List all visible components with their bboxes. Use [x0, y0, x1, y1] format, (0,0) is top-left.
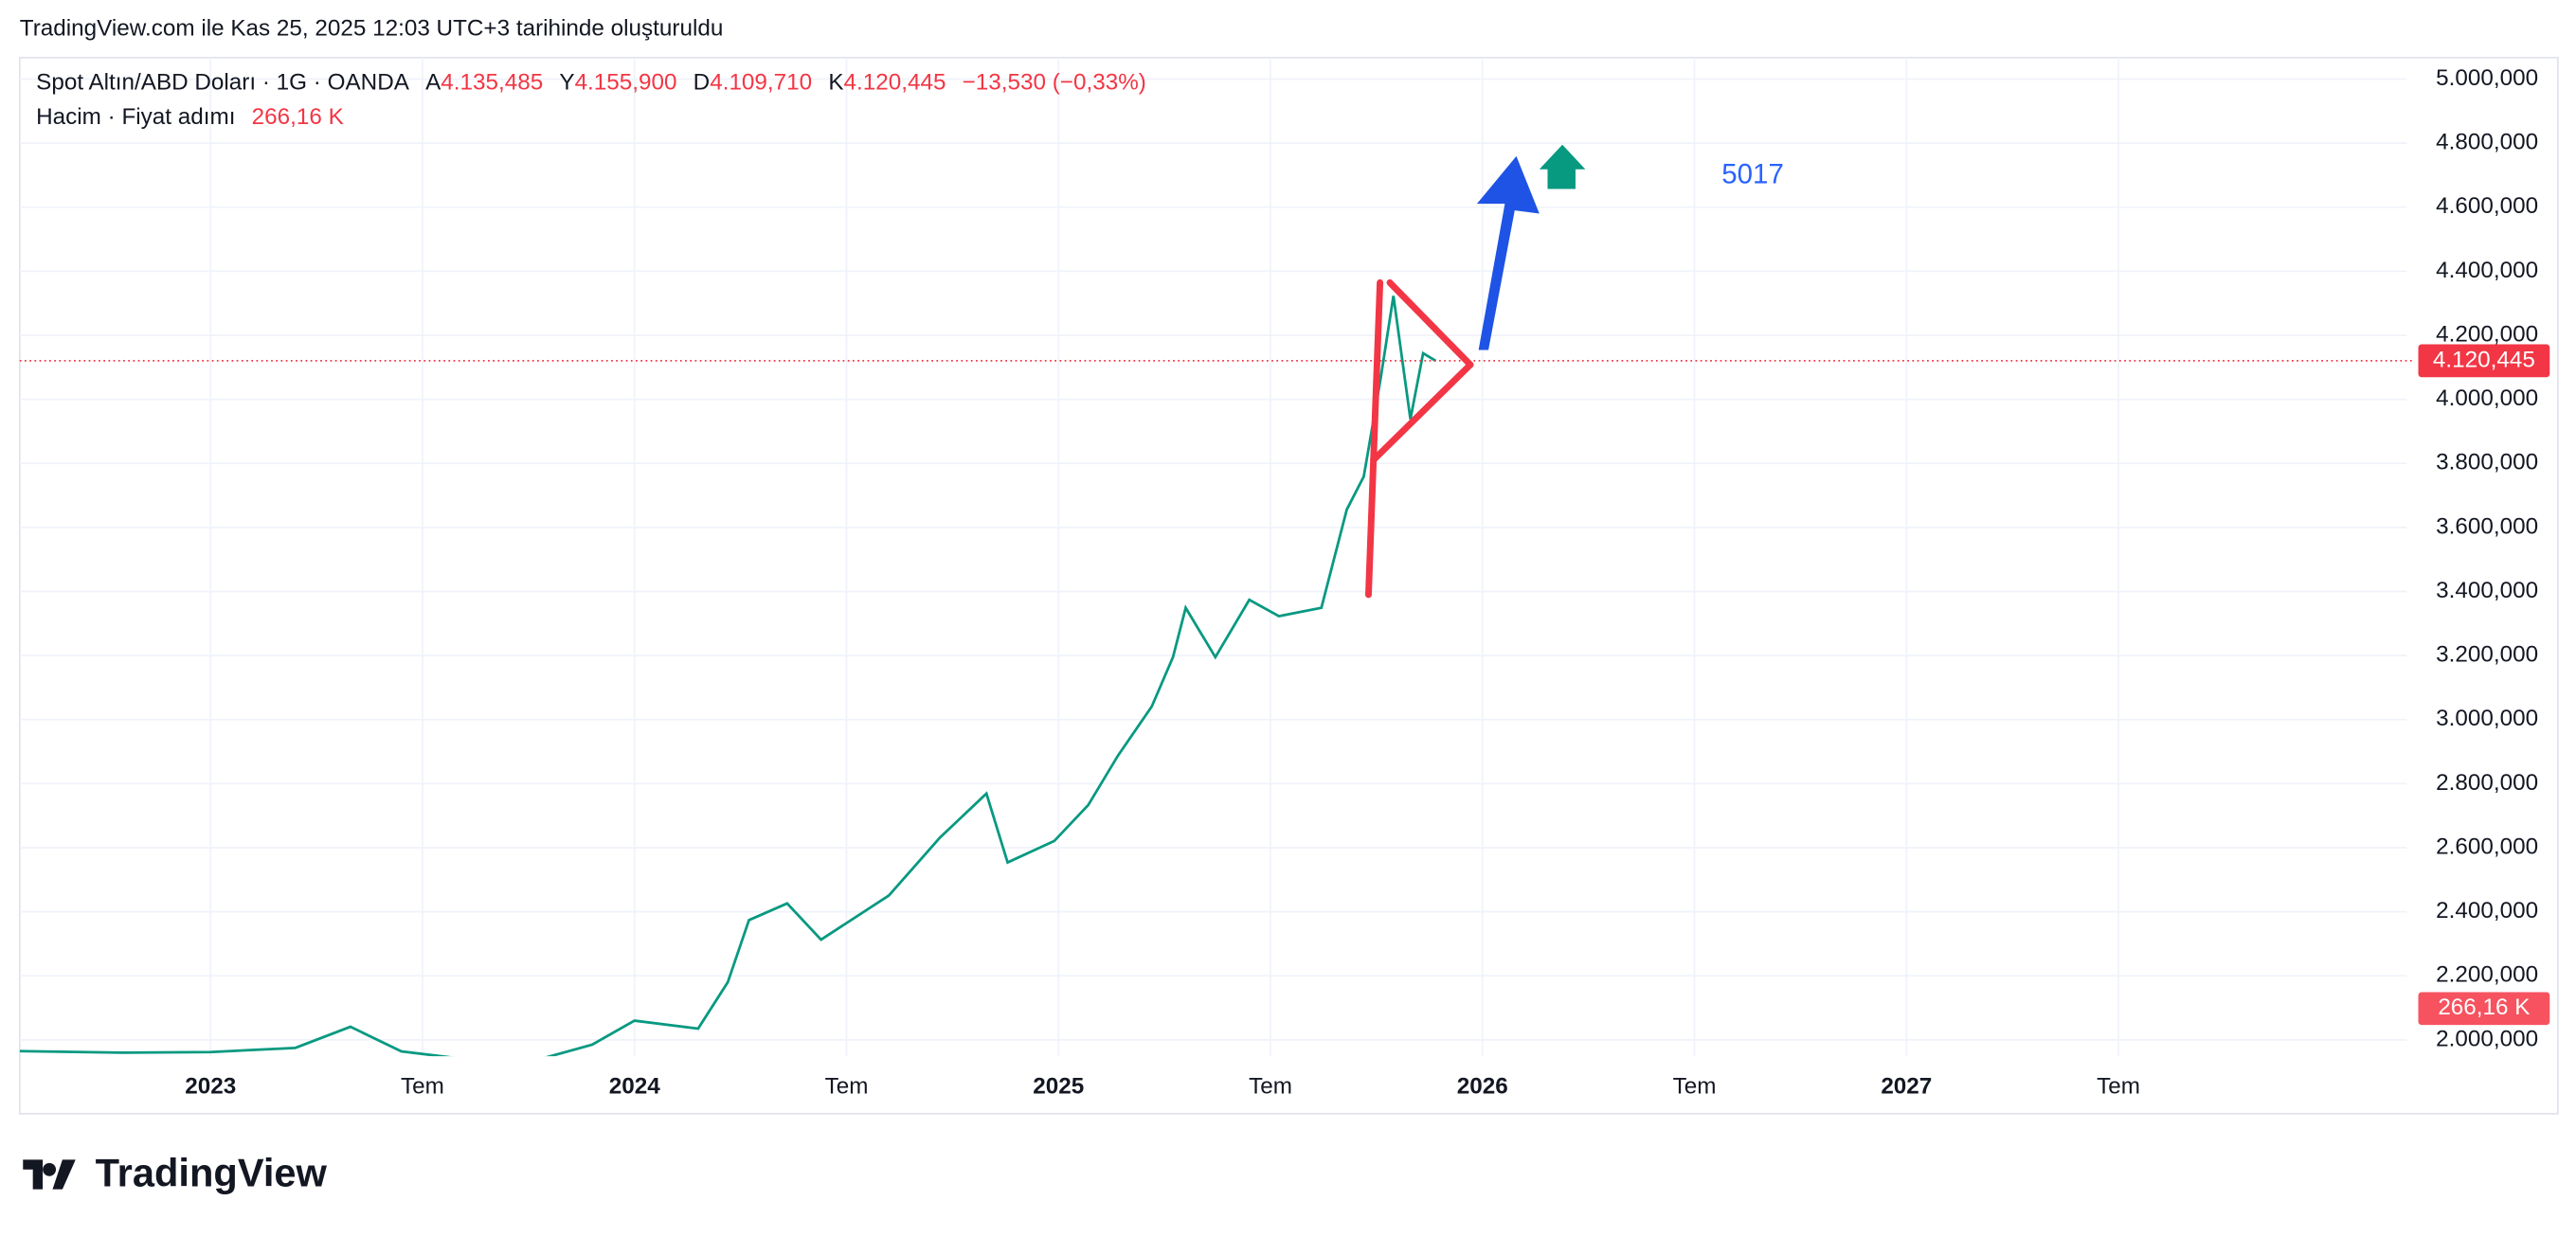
y-tick-label: 4.400,000 — [2436, 258, 2538, 283]
y-tick-label: 3.200,000 — [2436, 642, 2538, 668]
y-tick-label: 2.200,000 — [2436, 962, 2538, 988]
brand-logo: TradingView — [23, 1151, 328, 1195]
x-tick-label: Tem — [2097, 1073, 2140, 1099]
ohlc-value: 4.155,900 — [575, 70, 677, 96]
y-tick-label: 3.800,000 — [2436, 450, 2538, 475]
price-line — [19, 296, 1437, 1057]
y-tick-label: 3.000,000 — [2436, 706, 2538, 731]
annotation: 5017 — [1721, 158, 1784, 189]
y-tick-label: 4.800,000 — [2436, 130, 2538, 155]
x-tick-label: Tem — [1249, 1073, 1292, 1099]
x-tick-label: 2024 — [609, 1073, 660, 1099]
volume-label: 266,16 K — [2438, 995, 2530, 1020]
x-tick-label: Tem — [1673, 1073, 1717, 1099]
y-tick-label: 3.600,000 — [2436, 513, 2538, 539]
grid — [19, 57, 2407, 1057]
caption: TradingView.com ile Kas 25, 2025 12:03 U… — [20, 16, 724, 42]
ohlc-value: 4.109,710 — [710, 70, 812, 96]
ohlc-key: K — [828, 70, 843, 96]
drawing-line — [1386, 278, 1474, 368]
last-price-box — [2418, 344, 2550, 378]
volume-legend: Hacim · Fiyat adımı 266,16 K — [36, 104, 344, 130]
ohlc-key: D — [694, 70, 711, 96]
y-tick-label: 4.000,000 — [2436, 385, 2538, 411]
blue-arrow — [1476, 155, 1540, 350]
drawing-line — [1370, 361, 1474, 464]
y-tick-label: 4.200,000 — [2436, 321, 2538, 347]
y-tick-label: 3.400,000 — [2436, 578, 2538, 603]
x-tick-label: 2025 — [1033, 1073, 1084, 1099]
y-tick-label: 2.400,000 — [2436, 898, 2538, 923]
brand-name: TradingView — [96, 1151, 328, 1195]
x-tick-label: Tem — [825, 1073, 869, 1099]
ohlc-value: 4.120,445 — [844, 70, 946, 96]
x-tick-label: 2023 — [185, 1073, 236, 1099]
volume-value: 266,16 K — [252, 104, 344, 130]
logo-icon — [23, 1159, 76, 1190]
y-tick-label: 5.000,000 — [2436, 65, 2538, 91]
green-arrow — [1539, 144, 1586, 189]
y-tick-label: 2.600,000 — [2436, 834, 2538, 859]
y-tick-label: 4.600,000 — [2436, 193, 2538, 219]
triangle-drawing — [1365, 278, 1474, 599]
last-price-label: 4.120,445 — [2433, 347, 2535, 372]
drawing-line — [1365, 278, 1384, 599]
x-tick-label: 2026 — [1457, 1073, 1508, 1099]
y-tick-label: 2.000,000 — [2436, 1026, 2538, 1051]
chart-frame — [18, 56, 2559, 1115]
volume-title: Hacim · Fiyat adımı — [36, 104, 235, 130]
plot-area — [19, 296, 1437, 1057]
volume-box — [2418, 992, 2550, 1026]
legend: Spot Altın/ABD Doları · 1G · OANDA A4.13… — [36, 70, 1146, 96]
ohlc-value: 4.135,485 — [441, 70, 543, 96]
y-tick-label: 2.800,000 — [2436, 770, 2538, 796]
ohlc-key: Y — [559, 70, 574, 96]
x-tick-label: Tem — [401, 1073, 444, 1099]
x-tick-label: 2027 — [1881, 1073, 1932, 1099]
symbol-title: Spot Altın/ABD Doları · 1G · OANDA — [36, 70, 410, 96]
change: −13,530 (−0,33%) — [963, 70, 1146, 96]
ohlc-key: A — [425, 70, 441, 96]
